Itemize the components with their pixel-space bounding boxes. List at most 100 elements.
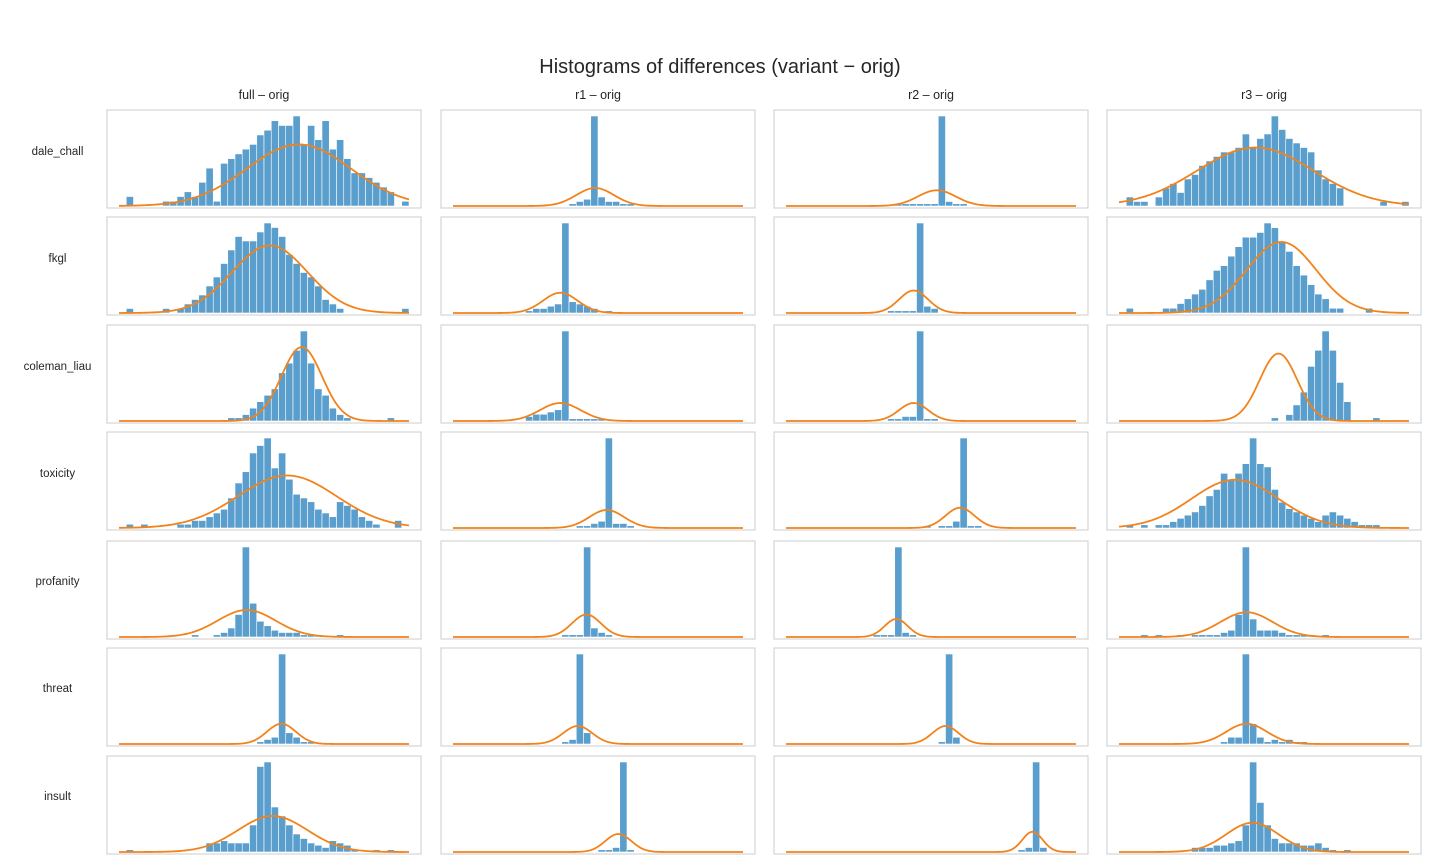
panel-coleman_liau-1: [440, 324, 756, 424]
histogram-bar: [1278, 842, 1287, 853]
histogram-bar: [1212, 156, 1221, 207]
panel-fkgl-2: [773, 216, 1089, 316]
panel-coleman_liau-2: [773, 324, 1089, 424]
histogram-bar: [220, 263, 229, 314]
panel-toxicity-0: [106, 431, 422, 531]
histogram-bar: [263, 222, 272, 314]
histogram-bar: [1241, 546, 1250, 638]
panel-coleman_liau-3: [1106, 324, 1422, 424]
histogram-bar: [307, 842, 316, 853]
histogram-bar: [619, 761, 628, 853]
histogram-bar: [1234, 147, 1243, 207]
histogram-bar: [125, 196, 134, 207]
histogram-bar: [1285, 634, 1294, 638]
histogram-bar: [314, 844, 323, 853]
panel-profanity-1: [440, 540, 756, 640]
histogram-bar: [278, 632, 287, 638]
histogram-bar: [249, 452, 258, 529]
panel-threat-0: [106, 647, 422, 747]
histogram-bar: [1249, 723, 1258, 745]
histogram-bar: [1321, 178, 1330, 207]
normal-curve: [119, 346, 409, 422]
histogram-bar: [299, 838, 308, 853]
histogram-bar: [1140, 201, 1149, 207]
histogram-bar: [299, 272, 308, 314]
histogram-bar: [285, 478, 294, 529]
histogram-bar: [328, 303, 337, 314]
histogram-bar: [561, 330, 570, 422]
histogram-bar: [285, 254, 294, 314]
histogram-bar: [1234, 473, 1243, 529]
histogram-bar: [343, 417, 352, 422]
histogram-bar: [263, 739, 272, 745]
histogram-bar: [908, 203, 917, 207]
column-title-full: full – orig: [238, 88, 290, 102]
histogram-bar: [539, 413, 548, 422]
row-label-coleman-liau: coleman_liau: [23, 361, 92, 373]
histogram-bar: [1336, 382, 1345, 422]
histogram-bar: [1039, 847, 1048, 853]
histogram-bar: [1198, 505, 1207, 529]
histogram-bar: [525, 310, 534, 314]
histogram-bar: [619, 523, 628, 529]
histogram-bar: [220, 632, 229, 638]
histogram-bar: [1263, 466, 1272, 529]
histogram-bar: [1162, 524, 1171, 529]
histogram-bar: [568, 418, 577, 422]
histogram-bar: [1183, 178, 1192, 207]
histogram-bar: [205, 167, 214, 207]
histogram-bar: [263, 129, 272, 207]
histogram-bar: [1241, 133, 1250, 207]
histogram-bar: [212, 200, 221, 207]
histogram-bar: [1321, 330, 1330, 422]
histogram-bar: [241, 471, 250, 529]
histogram-bar: [908, 634, 917, 638]
histogram-bar: [952, 736, 961, 745]
histogram-bar: [1154, 524, 1163, 529]
histogram-bar: [1220, 632, 1229, 638]
histogram-bar: [1270, 227, 1279, 314]
histogram-bar: [1278, 129, 1287, 207]
histogram-bar: [270, 227, 279, 314]
histogram-bar: [1220, 741, 1229, 745]
histogram-bar: [575, 525, 584, 529]
histogram-bar: [945, 201, 954, 207]
histogram-bar: [612, 523, 621, 529]
histogram-bar: [1285, 508, 1294, 529]
histogram-bar: [278, 815, 287, 853]
histogram-bar: [176, 523, 185, 529]
histogram-bar: [583, 546, 592, 638]
histogram-bar: [908, 416, 917, 422]
histogram-bar: [604, 437, 613, 529]
panel-insult-0: [106, 755, 422, 855]
histogram-bar: [256, 766, 265, 853]
normal-curve: [1119, 722, 1409, 745]
histogram-bar: [894, 310, 903, 314]
normal-curve: [453, 833, 743, 853]
histogram-bar: [256, 620, 265, 638]
normal-curve: [118, 143, 410, 207]
histogram-bar: [234, 482, 243, 529]
histogram-bar: [1336, 307, 1345, 314]
histogram-bar: [328, 516, 337, 529]
histogram-bar: [212, 842, 221, 853]
histogram-bar: [256, 231, 265, 314]
panel-coleman_liau-0: [106, 324, 422, 424]
row-label-dale-chall: dale_chall: [31, 146, 84, 158]
normal-curve: [786, 506, 1076, 529]
histogram-bar: [1176, 518, 1185, 529]
histogram-bar: [241, 148, 250, 207]
panel-insult-2: [773, 755, 1089, 855]
histogram-bar: [1205, 160, 1214, 207]
histogram-bar: [1256, 802, 1265, 853]
histogram-bar: [1321, 298, 1330, 314]
histogram-bar: [1227, 629, 1236, 638]
normal-curve: [119, 609, 409, 638]
histogram-bar: [1336, 187, 1345, 207]
column-title-r3: r3 – orig: [1241, 88, 1287, 102]
normal-curve: [119, 722, 409, 745]
histogram-bar: [249, 602, 258, 638]
histogram-bar: [1212, 489, 1221, 529]
histogram-bar: [292, 115, 301, 207]
histogram-bar: [256, 741, 265, 745]
